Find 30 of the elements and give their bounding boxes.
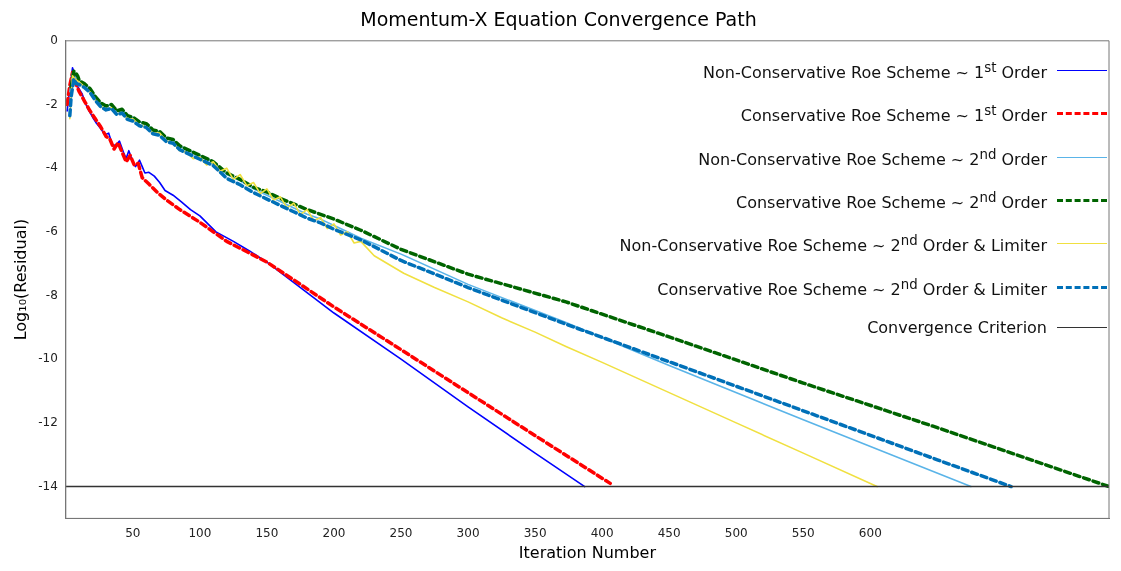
x-tick-label: 450: [657, 525, 681, 540]
x-tick-label: 500: [724, 525, 748, 540]
legend-label: Convergence Criterion: [867, 316, 1047, 339]
legend-label: Non-Conservative Roe Scheme ~ 2$^{nd}$ Order: [698, 145, 1047, 171]
x-tick-label: 550: [791, 525, 815, 540]
x-tick-label: 600: [858, 525, 882, 540]
x-axis-title: Iteration Number: [518, 542, 657, 562]
legend-label: Conservative Roe Scheme ~ 2$^{nd}$ Order & Limiter: [657, 275, 1047, 301]
x-tick-label: 400: [590, 525, 614, 540]
legend-label: Non-Conservative Roe Scheme ~ 1$^{st}$ Order: [703, 59, 1047, 85]
x-tick-label: 350: [523, 525, 547, 540]
y-tick-label: -14: [38, 478, 58, 493]
x-tick-label: 200: [322, 525, 346, 540]
y-tick-label: -10: [38, 351, 58, 366]
x-tick-label: 300: [456, 525, 480, 540]
y-tick-label: -8: [45, 287, 58, 302]
x-tick-label: 150: [255, 525, 279, 540]
y-tick-label: -6: [45, 223, 58, 238]
x-tick-label: 50: [125, 525, 141, 540]
legend-label: Conservative Roe Scheme ~ 1$^{st}$ Order: [740, 102, 1047, 128]
x-tick-label: 100: [188, 525, 212, 540]
y-tick-label: 0: [50, 32, 58, 47]
y-tick-label: -2: [45, 96, 58, 111]
chart-title: Momentum-X Equation Convergence Path: [360, 8, 757, 31]
y-tick-label: -12: [38, 415, 58, 430]
legend-label: Non-Conservative Roe Scheme ~ 2$^{nd}$ Order & Limiter: [619, 232, 1047, 258]
y-tick-label: -4: [45, 160, 58, 175]
y-axis-title: Log₁₀(Residual): [10, 218, 30, 341]
legend-label: Conservative Roe Scheme ~ 2$^{nd}$ Order: [736, 189, 1047, 215]
x-tick-label: 250: [389, 525, 413, 540]
